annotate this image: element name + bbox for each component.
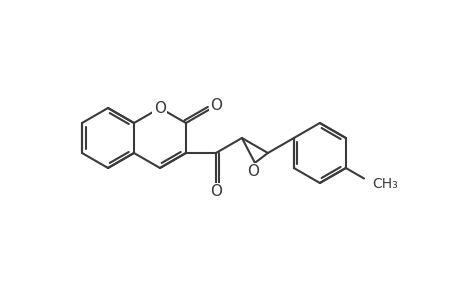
Text: O: O (154, 100, 166, 116)
Text: O: O (246, 164, 258, 179)
Text: O: O (209, 184, 221, 200)
Text: CH₃: CH₃ (372, 176, 397, 190)
Text: O: O (210, 98, 222, 113)
